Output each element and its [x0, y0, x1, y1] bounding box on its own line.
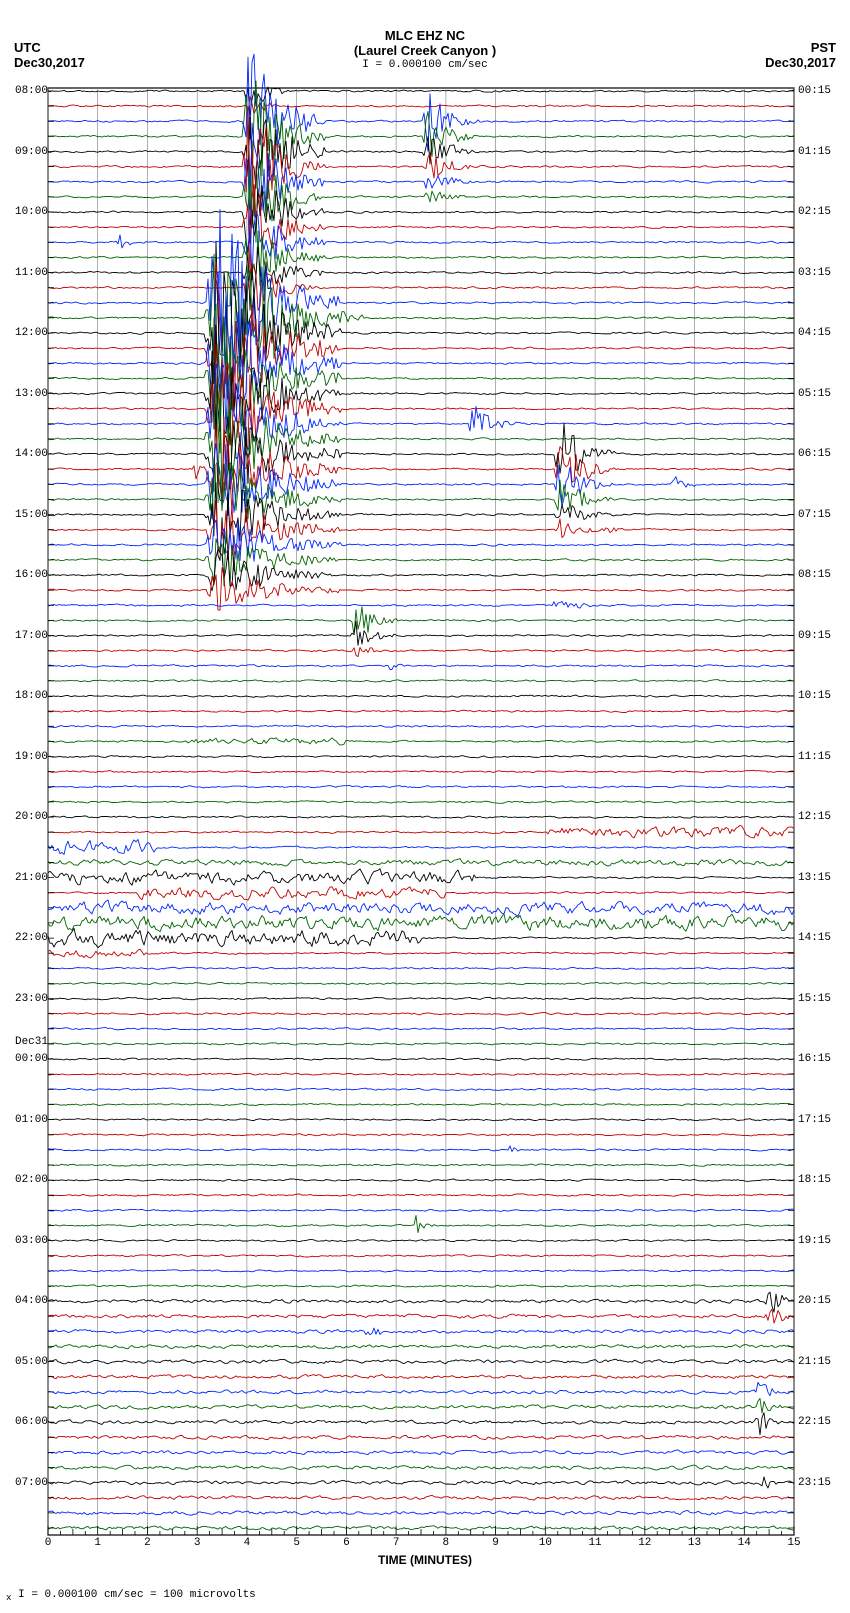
tz-left-date: Dec30,2017 — [14, 55, 85, 70]
right-time-label: 04:15 — [798, 328, 844, 339]
x-tick-label: 4 — [244, 1537, 251, 1549]
site-name: (Laurel Creek Canyon ) — [0, 43, 850, 58]
right-time-label: 06:15 — [798, 449, 844, 460]
left-time-label: 16:00 — [2, 570, 48, 581]
footer-scale-note: x I = 0.000100 cm/sec = 100 microvolts — [6, 1589, 256, 1603]
x-tick-label: 3 — [194, 1537, 201, 1549]
left-time-label: 01:00 — [2, 1115, 48, 1126]
seismogram-page: MLC EHZ NC (Laurel Creek Canyon ) I = 0.… — [0, 0, 850, 1613]
right-time-label: 23:15 — [798, 1478, 844, 1489]
right-time-label: 14:15 — [798, 933, 844, 944]
right-time-label: 17:15 — [798, 1115, 844, 1126]
footer-value: = 0.000100 cm/sec = 100 microvolts — [31, 1589, 255, 1601]
header-block: MLC EHZ NC (Laurel Creek Canyon ) I = 0.… — [0, 28, 850, 73]
x-tick-label: 8 — [443, 1537, 450, 1549]
right-time-label: 11:15 — [798, 752, 844, 763]
scale-note: I = 0.000100 cm/sec — [0, 58, 850, 73]
left-time-label: 17:00 — [2, 631, 48, 642]
plot-area — [48, 88, 794, 1535]
x-tick-label: 15 — [787, 1537, 800, 1549]
tz-left-label: UTC Dec30,2017 — [14, 40, 85, 70]
x-tick-label: 5 — [293, 1537, 300, 1549]
left-time-label: 07:00 — [2, 1478, 48, 1489]
tz-right-date: Dec30,2017 — [765, 55, 836, 70]
station-code: MLC EHZ NC — [0, 28, 850, 43]
plot-frame — [48, 88, 794, 1535]
left-time-label: 21:00 — [2, 873, 48, 884]
right-time-label: 20:15 — [798, 1296, 844, 1307]
left-time-label: 14:00 — [2, 449, 48, 460]
left-time-label: 15:00 — [2, 510, 48, 521]
right-time-label: 08:15 — [798, 570, 844, 581]
left-time-label: 11:00 — [2, 268, 48, 279]
x-tick-label: 11 — [588, 1537, 601, 1549]
left-time-label: 22:00 — [2, 933, 48, 944]
left-time-label: 06:00 — [2, 1417, 48, 1428]
right-time-label: 03:15 — [798, 268, 844, 279]
footer-glyph: I — [18, 1589, 25, 1601]
x-tick-label: 1 — [94, 1537, 101, 1549]
x-tick-label: 10 — [539, 1537, 552, 1549]
x-tick-label: 0 — [45, 1537, 52, 1549]
left-time-label: 13:00 — [2, 389, 48, 400]
left-time-label: 09:00 — [2, 147, 48, 158]
right-time-label: 00:15 — [798, 86, 844, 97]
left-time-label: 04:00 — [2, 1296, 48, 1307]
left-time-label: 00:00 — [2, 1054, 48, 1065]
tz-right-tz: PST — [765, 40, 836, 55]
scale-value: = 0.000100 cm/sec — [376, 59, 488, 71]
right-time-label: 22:15 — [798, 1417, 844, 1428]
right-time-label: 05:15 — [798, 389, 844, 400]
left-time-label: 12:00 — [2, 328, 48, 339]
left-time-label: 08:00 — [2, 86, 48, 97]
x-tick-label: 12 — [638, 1537, 651, 1549]
right-time-label: 12:15 — [798, 812, 844, 823]
tz-right-label: PST Dec30,2017 — [765, 40, 836, 70]
x-axis-ticks: 0123456789101112131415 — [48, 1537, 794, 1551]
left-time-axis: 08:00 09:00 10:00 11:00 12:00 13:00 14:00 15:00… — [2, 88, 48, 1535]
x-tick-label: 14 — [738, 1537, 751, 1549]
scale-glyph: I — [362, 59, 369, 71]
x-axis-label: TIME (MINUTES) — [0, 1553, 850, 1567]
x-tick-label: 13 — [688, 1537, 701, 1549]
footer-sub: x — [6, 1592, 12, 1603]
x-tick-label: 2 — [144, 1537, 151, 1549]
left-time-label: 18:00 — [2, 691, 48, 702]
right-time-label: 07:15 — [798, 510, 844, 521]
right-time-label: 10:15 — [798, 691, 844, 702]
tz-left-tz: UTC — [14, 40, 85, 55]
right-time-axis: 00:15 01:15 02:15 03:15 04:15 05:15 06:15 07:15… — [798, 88, 844, 1535]
x-tick-label: 9 — [492, 1537, 499, 1549]
left-time-label: 02:00 — [2, 1175, 48, 1186]
right-time-label: 09:15 — [798, 631, 844, 642]
left-time-label: 05:00 — [2, 1357, 48, 1368]
right-time-label: 02:15 — [798, 207, 844, 218]
left-time-label: 03:00 — [2, 1236, 48, 1247]
left-time-label: 10:00 — [2, 207, 48, 218]
left-time-label: 19:00 — [2, 752, 48, 763]
left-time-label: 23:00 — [2, 994, 48, 1005]
right-time-label: 16:15 — [798, 1054, 844, 1065]
right-time-label: 15:15 — [798, 994, 844, 1005]
left-time-label: Dec31 — [2, 1037, 48, 1048]
seismogram-svg — [48, 88, 794, 1535]
right-time-label: 13:15 — [798, 873, 844, 884]
right-time-label: 01:15 — [798, 147, 844, 158]
left-time-label: 20:00 — [2, 812, 48, 823]
x-tick-label: 6 — [343, 1537, 350, 1549]
right-time-label: 18:15 — [798, 1175, 844, 1186]
x-tick-label: 7 — [393, 1537, 400, 1549]
right-time-label: 19:15 — [798, 1236, 844, 1247]
right-time-label: 21:15 — [798, 1357, 844, 1368]
